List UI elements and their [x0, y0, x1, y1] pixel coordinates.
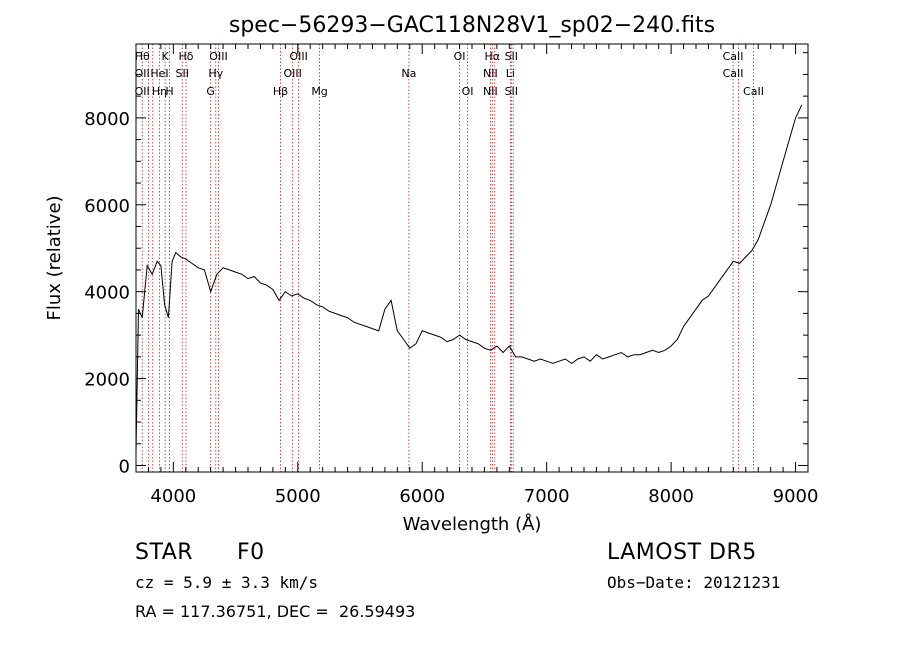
line-marker-label: OIII: [283, 67, 301, 80]
line-marker-label: H: [165, 85, 173, 98]
line-marker-label: Li: [506, 67, 515, 80]
line-marker-label: OI: [454, 50, 466, 63]
x-tick-label: 9000: [773, 486, 819, 507]
line-marker-label: SII: [176, 67, 189, 80]
y-axis-label: Flux (relative): [44, 195, 65, 320]
x-tick-label: 7000: [524, 486, 570, 507]
y-tick-label: 8000: [84, 109, 130, 130]
x-tick-label: 6000: [399, 486, 445, 507]
line-marker-label: OI: [462, 85, 474, 98]
line-marker-label: NII: [483, 85, 498, 98]
line-marker-label: HeI: [150, 67, 168, 80]
y-tick-label: 6000: [84, 196, 130, 217]
y-tick-label: 2000: [84, 370, 130, 391]
y-tick-label: 4000: [84, 283, 130, 304]
line-marker-label: Hγ: [208, 67, 223, 80]
spectrum-series-line: [135, 104, 803, 453]
line-labels: HθOIIOIIHeIHηKHSIIHδGHγOIIIHβOIIIOIIIMgN…: [135, 50, 764, 98]
x-axis: 4000 5000 6000 7000 8000 9000: [147, 44, 819, 507]
line-marker-label: CaII: [743, 85, 764, 98]
line-marker-label: Hα: [485, 50, 501, 63]
line-marker-label: Na: [401, 67, 416, 80]
chart-title: spec−56293−GAC118N28V1_sp02−240.fits: [229, 13, 715, 38]
spectral-subclass: F0: [237, 540, 265, 565]
emission-line-markers: [141, 44, 754, 472]
line-marker-label: Hδ: [179, 50, 194, 63]
line-marker-label: OII: [135, 85, 150, 98]
x-tick-label: 5000: [275, 486, 321, 507]
line-marker-label: Hθ: [135, 50, 150, 63]
observation-date: Obs−Date: 20121231: [607, 573, 781, 592]
line-marker-label: SII: [505, 85, 518, 98]
line-marker-label: Hη: [152, 85, 167, 98]
line-marker-label: G: [206, 85, 215, 98]
line-marker-label: K: [162, 50, 170, 63]
line-marker-label: OII: [135, 67, 150, 80]
object-class: STAR: [135, 540, 194, 565]
line-marker-label: Hβ: [273, 85, 288, 98]
y-tick-label: 0: [119, 456, 130, 477]
coordinates-readout: RA = 117.36751, DEC = 26.59493: [135, 602, 416, 621]
x-tick-label: 8000: [648, 486, 694, 507]
survey-name: LAMOST DR5: [607, 540, 757, 565]
x-tick-label: 4000: [150, 486, 196, 507]
line-marker-label: NII: [483, 67, 498, 80]
line-marker-label: OIII: [209, 50, 227, 63]
line-marker-label: OIII: [289, 50, 307, 63]
line-marker-label: CaII: [723, 50, 744, 63]
line-marker-label: SII: [505, 50, 518, 63]
x-axis-label: Wavelength (Å): [403, 513, 542, 535]
line-marker-label: Mg: [311, 85, 327, 98]
plot-frame: [135, 43, 809, 473]
y-axis: 0 2000 4000 6000 8000: [84, 52, 808, 477]
line-marker-label: CaII: [723, 67, 744, 80]
redshift-readout: cz = 5.9 ± 3.3 km/s: [135, 573, 319, 592]
